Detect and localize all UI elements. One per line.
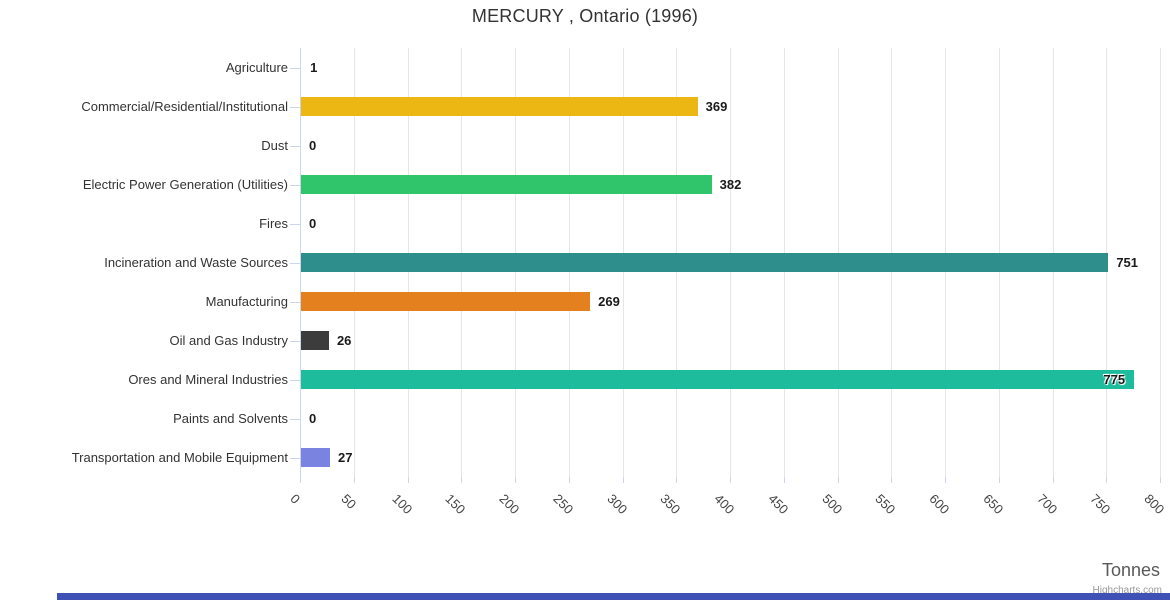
x-axis-title: Tonnes xyxy=(1101,560,1160,580)
x-axis-tick xyxy=(837,477,839,483)
category-tick xyxy=(290,340,300,342)
x-axis-tick-label: 500 xyxy=(819,491,846,517)
category-tick xyxy=(290,223,300,225)
bar[interactable] xyxy=(301,448,331,467)
x-axis-tick xyxy=(568,477,570,483)
bar[interactable] xyxy=(301,370,1135,389)
x-axis-tick xyxy=(891,477,893,483)
bar[interactable] xyxy=(301,175,712,194)
category-tick xyxy=(290,184,300,186)
category-tick xyxy=(290,379,300,381)
value-label: 0 xyxy=(309,411,317,426)
category-label: Electric Power Generation (Utilities) xyxy=(82,176,288,192)
value-label: 26 xyxy=(336,333,352,348)
category-label: Incineration and Waste Sources xyxy=(104,254,288,270)
grid-line xyxy=(1160,48,1161,477)
category-tick xyxy=(290,418,300,420)
x-axis-tick xyxy=(1106,477,1108,483)
category-tick xyxy=(290,301,300,303)
x-axis-tick-label: 750 xyxy=(1087,491,1114,517)
x-axis-tick xyxy=(945,477,946,483)
x-axis-tick-label: 650 xyxy=(980,491,1007,517)
category-label: Oil and Gas Industry xyxy=(169,332,289,348)
value-label: 27 xyxy=(338,450,353,465)
x-axis-tick xyxy=(730,477,731,483)
x-axis-tick-label: 250 xyxy=(550,491,577,517)
category-label: Transportation and Mobile Equipment xyxy=(71,449,288,465)
x-axis-tick-label: 400 xyxy=(711,491,738,517)
x-axis-tick-label: 450 xyxy=(765,491,792,517)
bar[interactable] xyxy=(301,253,1109,272)
x-axis-tick-label: 300 xyxy=(604,491,631,517)
category-tick xyxy=(290,262,300,264)
value-label: 382 xyxy=(719,177,742,192)
x-axis-tick xyxy=(353,477,355,483)
x-axis-tick-label: 600 xyxy=(926,491,953,517)
value-label: 0 xyxy=(309,216,317,231)
x-axis-tick xyxy=(783,477,785,483)
category-label: Manufacturing xyxy=(205,293,288,309)
value-label: 775 xyxy=(1103,372,1126,387)
x-axis-tick-label: 150 xyxy=(442,491,469,517)
x-axis-tick-label: 100 xyxy=(389,491,416,517)
category-tick xyxy=(290,145,300,147)
x-axis-tick xyxy=(461,477,463,483)
chart-title: MERCURY , Ontario (1996) xyxy=(471,6,699,26)
bottom-scrollbar[interactable] xyxy=(57,593,1170,600)
bar[interactable] xyxy=(301,97,698,116)
category-label: Commercial/Residential/Institutional xyxy=(81,98,288,114)
x-axis-tick xyxy=(1052,477,1054,483)
x-axis-tick-label: 350 xyxy=(657,491,684,517)
value-label: 369 xyxy=(705,99,728,114)
x-axis-tick xyxy=(1160,477,1161,483)
x-axis-tick xyxy=(998,477,1000,483)
category-tick xyxy=(290,67,300,69)
x-axis-tick xyxy=(407,477,409,483)
x-axis-tick-label: 800 xyxy=(1141,491,1168,517)
x-axis-tick xyxy=(515,477,516,483)
x-axis-tick-label: 700 xyxy=(1034,491,1061,517)
category-label: Dust xyxy=(261,137,288,153)
value-label: 751 xyxy=(1116,255,1139,270)
category-label: Ores and Mineral Industries xyxy=(128,371,288,387)
x-axis-tick xyxy=(622,477,624,483)
category-label: Paints and Solvents xyxy=(173,410,288,426)
bar[interactable] xyxy=(301,292,591,311)
value-label: 0 xyxy=(309,138,317,153)
x-axis-tick-label: 0 xyxy=(286,491,303,507)
category-tick xyxy=(290,106,300,108)
category-label: Fires xyxy=(259,215,288,231)
x-axis-tick-label: 550 xyxy=(872,491,899,517)
bar[interactable] xyxy=(301,331,329,350)
x-axis-tick-label: 200 xyxy=(496,491,523,517)
x-axis-tick-label: 50 xyxy=(338,491,360,512)
highcharts-credit-link[interactable]: Highcharts.com xyxy=(1092,585,1162,596)
value-label: 1 xyxy=(310,60,318,75)
value-label: 269 xyxy=(598,294,620,309)
y-axis-line xyxy=(300,48,301,477)
category-label: Agriculture xyxy=(225,59,288,75)
x-axis-tick xyxy=(300,477,301,483)
x-axis-tick xyxy=(676,477,678,483)
category-tick xyxy=(290,457,300,459)
